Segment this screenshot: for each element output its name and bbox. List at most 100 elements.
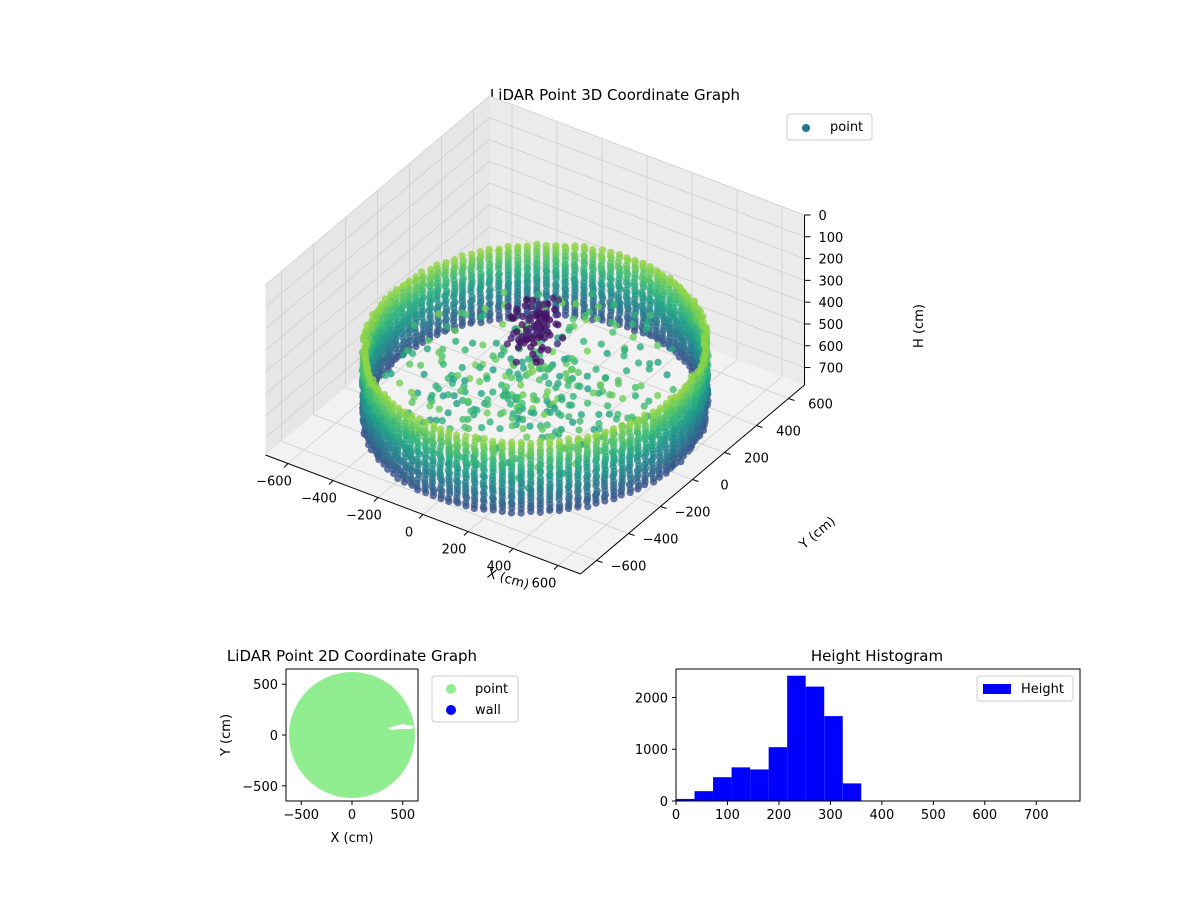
point-3d (419, 294, 428, 302)
point-3d (626, 450, 635, 458)
point-3d (570, 261, 578, 269)
point-3d (412, 276, 420, 285)
z-tick-label: 400 (819, 296, 844, 311)
point-3d (536, 494, 544, 502)
point-3d (588, 270, 597, 278)
point-3d (413, 465, 421, 473)
histogram-bars (676, 675, 862, 801)
point-3d (525, 369, 533, 377)
point-3d (394, 415, 402, 423)
point-3d (498, 449, 506, 457)
point-3d (464, 397, 472, 405)
point-3d (552, 384, 560, 392)
point-3d (453, 497, 461, 505)
point-3d (622, 293, 630, 301)
chart-histogram: Height Histogram 0 100 200 300 400 500 600 7000… (635, 647, 1081, 823)
point-3d (420, 370, 428, 378)
point-3d (450, 392, 458, 400)
point-3d (380, 390, 388, 398)
point-3d (498, 484, 506, 492)
point-3d (451, 308, 459, 316)
point-3d (514, 287, 522, 295)
grid-line-z (265, 139, 490, 329)
point-3d (517, 497, 525, 505)
point-3d (542, 259, 550, 267)
point-3d (601, 497, 609, 505)
point-3d (535, 376, 544, 384)
point-3d (603, 349, 611, 357)
y-tick-label: 0 (660, 795, 668, 810)
point-3d (517, 488, 525, 496)
point-3d (413, 437, 421, 445)
x-tick-label: 700 (1024, 808, 1049, 823)
point-3d (514, 298, 522, 306)
point-3d (645, 274, 653, 282)
point-3d (669, 461, 677, 469)
point-3d (517, 381, 525, 389)
point-3d (407, 433, 415, 441)
point-3d (555, 296, 563, 304)
grid-line-z (489, 139, 805, 259)
point-3d (635, 433, 643, 442)
point-3d (435, 325, 443, 333)
point-3d (584, 471, 592, 479)
point-3d (384, 327, 392, 335)
point-3d (462, 467, 470, 476)
point-3d (444, 467, 452, 475)
point-3d (574, 486, 582, 494)
point-3d (517, 483, 526, 491)
point-3d (509, 330, 518, 338)
point-3d (619, 394, 627, 403)
point-3d (365, 371, 373, 379)
point-3d (383, 410, 391, 418)
point-3d (518, 358, 526, 366)
point-3d (546, 445, 554, 453)
point-3d (543, 322, 551, 330)
point-3d (422, 468, 430, 476)
point-3d (476, 364, 484, 372)
point-3d (451, 256, 459, 264)
point-3d (589, 249, 597, 257)
point-3d (420, 325, 428, 333)
point-3d (655, 470, 664, 478)
point-3d (546, 331, 554, 339)
point-3d (606, 263, 615, 271)
point-3d (631, 392, 640, 400)
point-3d (468, 296, 476, 304)
point-3d (512, 358, 520, 366)
point-3d (504, 264, 512, 272)
y-tick-mark (660, 506, 667, 509)
point-3d (450, 269, 458, 277)
point-3d (685, 355, 693, 363)
point-3d (631, 311, 639, 319)
point-3d (672, 292, 680, 300)
point-3d (513, 393, 521, 402)
point-3d (450, 314, 458, 322)
point-3d (428, 391, 436, 400)
point-3d (593, 430, 601, 438)
point-3d (610, 491, 618, 499)
point-3d (400, 430, 408, 438)
point-3d (459, 287, 467, 295)
point-3d (419, 307, 427, 315)
point-3d (565, 492, 573, 500)
point-3d (677, 399, 685, 407)
point-3d (445, 445, 453, 453)
point-3d (576, 417, 584, 425)
point-3d (669, 448, 677, 456)
point-3d (390, 469, 398, 478)
point-3d (486, 267, 494, 275)
point-3d (561, 260, 569, 268)
point-3d (527, 485, 535, 493)
point-3d (470, 504, 478, 513)
chart-2d-gap (388, 724, 414, 730)
point-3d (574, 463, 583, 471)
point-3d (459, 274, 467, 282)
point-3d (435, 318, 443, 326)
point-3d (374, 386, 382, 394)
point-3d (438, 417, 446, 425)
point-3d (479, 503, 487, 511)
histogram-legend-label: Height (1021, 682, 1064, 697)
point-3d (458, 363, 466, 372)
